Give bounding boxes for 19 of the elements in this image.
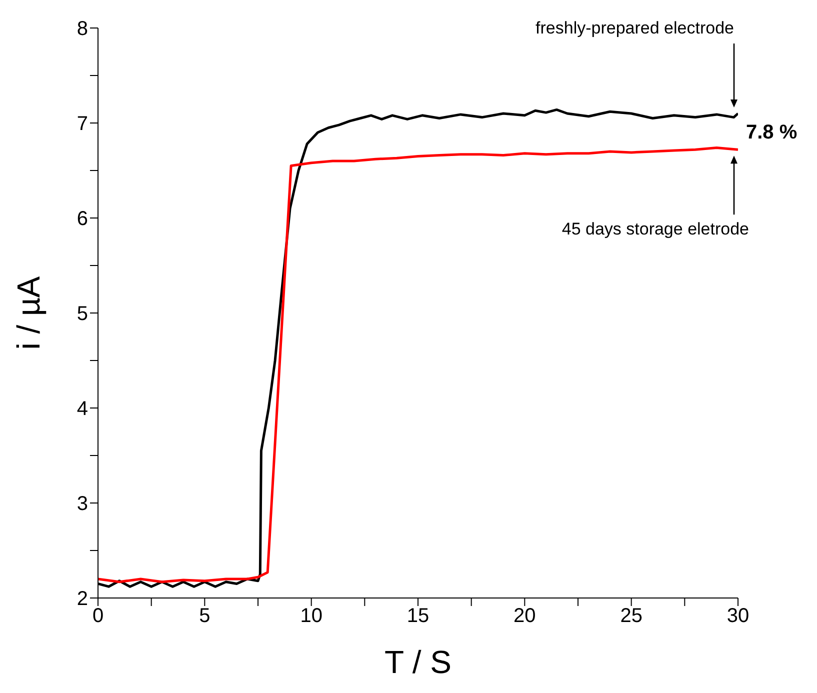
x-tick-label: 15 (406, 605, 430, 628)
annotation: 45 days storage eletrode (562, 220, 749, 239)
x-tick-label: 5 (199, 605, 210, 628)
y-tick-label: 7 (76, 113, 88, 136)
x-tick-label: 0 (92, 605, 104, 628)
x-axis-title: T / S (384, 644, 452, 680)
annotation: freshly-prepared electrode (536, 18, 734, 38)
y-tick-label: 4 (76, 398, 88, 420)
y-tick-label: 6 (76, 208, 88, 230)
y-axis-title: i / µA (10, 276, 46, 350)
y-tick-label: 2 (76, 588, 88, 610)
text: 7.8 % (746, 122, 798, 144)
x-tick-label: 20 (514, 605, 536, 628)
x-tick-label: 25 (620, 605, 642, 628)
x-tick-label: 30 (726, 605, 750, 628)
y-tick-label: 3 (76, 493, 88, 516)
y-tick-label: 5 (76, 303, 88, 326)
x-tick-label: 10 (300, 605, 322, 628)
y-tick-label: 8 (76, 18, 88, 40)
